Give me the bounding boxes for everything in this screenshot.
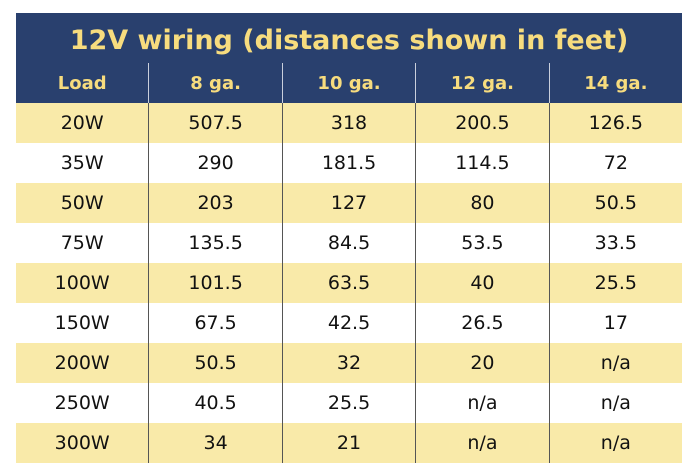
distance-cell: 84.5 [281,223,415,263]
distance-cell: 507.5 [148,103,281,143]
load-cell: 150W [54,312,110,334]
distance-cell: 72 [548,143,682,183]
distance-cell: 181.5 [281,143,415,183]
table-row: 250W 40.5 25.5 n/a n/a [16,383,682,423]
distance-cell: n/a [548,423,682,463]
distance-cell: 40 [415,263,548,303]
distance-cell: 127 [281,183,415,223]
distance-cell: n/a [415,423,548,463]
distance-cell: 17 [548,303,682,343]
table-row: 100W 101.5 63.5 40 25.5 [16,263,682,303]
distance-cell: 50.5 [548,183,682,223]
header-row: Load 8 ga. 10 ga. 12 ga. 14 ga. [16,63,682,103]
distance-cell: 42.5 [281,303,415,343]
distance-cell: 135.5 [148,223,281,263]
load-cell: 50W [60,192,104,214]
load-cell: 300W [54,432,110,454]
distance-cell: 34 [148,423,281,463]
column-header: 12 ga. [415,63,548,103]
column-header: 14 ga. [548,63,682,103]
distance-cell: 50.5 [148,343,281,383]
distance-cell: 80 [415,183,548,223]
distance-cell: 67.5 [148,303,281,343]
table-body: 20W 507.5 318 200.5 126.5 35W 290 181.5 114.5 72 5… [16,103,682,463]
table-row: 200W 50.5 32 20 n/a [16,343,682,383]
table-title: 12V wiring (distances shown in feet) [16,13,682,63]
distance-cell: 63.5 [281,263,415,303]
distance-cell: 114.5 [415,143,548,183]
distance-cell: 25.5 [281,383,415,423]
table-row: 35W 290 181.5 114.5 72 [16,143,682,183]
distance-cell: 21 [281,423,415,463]
distance-cell: 318 [281,103,415,143]
load-cell: 75W [60,232,104,254]
distance-cell: 25.5 [548,263,682,303]
load-cell: 100W [54,272,110,294]
load-cell: 200W [54,352,110,374]
load-cell: 250W [54,392,110,414]
distance-cell: 33.5 [548,223,682,263]
table-row: 150W 67.5 42.5 26.5 17 [16,303,682,343]
column-header: 8 ga. [148,63,281,103]
distance-cell: 20 [415,343,548,383]
distance-cell: 26.5 [415,303,548,343]
distance-cell: n/a [548,343,682,383]
distance-cell: 32 [281,343,415,383]
table-row: 75W 135.5 84.5 53.5 33.5 [16,223,682,263]
distance-cell: 40.5 [148,383,281,423]
wiring-table: 12V wiring (distances shown in feet) Loa… [16,13,682,463]
distance-cell: 101.5 [148,263,281,303]
column-header: 10 ga. [281,63,415,103]
table-row: 20W 507.5 318 200.5 126.5 [16,103,682,143]
distance-cell: n/a [548,383,682,423]
distance-cell: 203 [148,183,281,223]
distance-cell: 53.5 [415,223,548,263]
load-cell: 20W [60,112,104,134]
distance-cell: 126.5 [548,103,682,143]
table-row: 50W 203 127 80 50.5 [16,183,682,223]
distance-cell: n/a [415,383,548,423]
distance-cell: 290 [148,143,281,183]
table-row: 300W 34 21 n/a n/a [16,423,682,463]
distance-cell: 200.5 [415,103,548,143]
load-cell: 35W [60,152,104,174]
column-header: Load [57,73,107,94]
